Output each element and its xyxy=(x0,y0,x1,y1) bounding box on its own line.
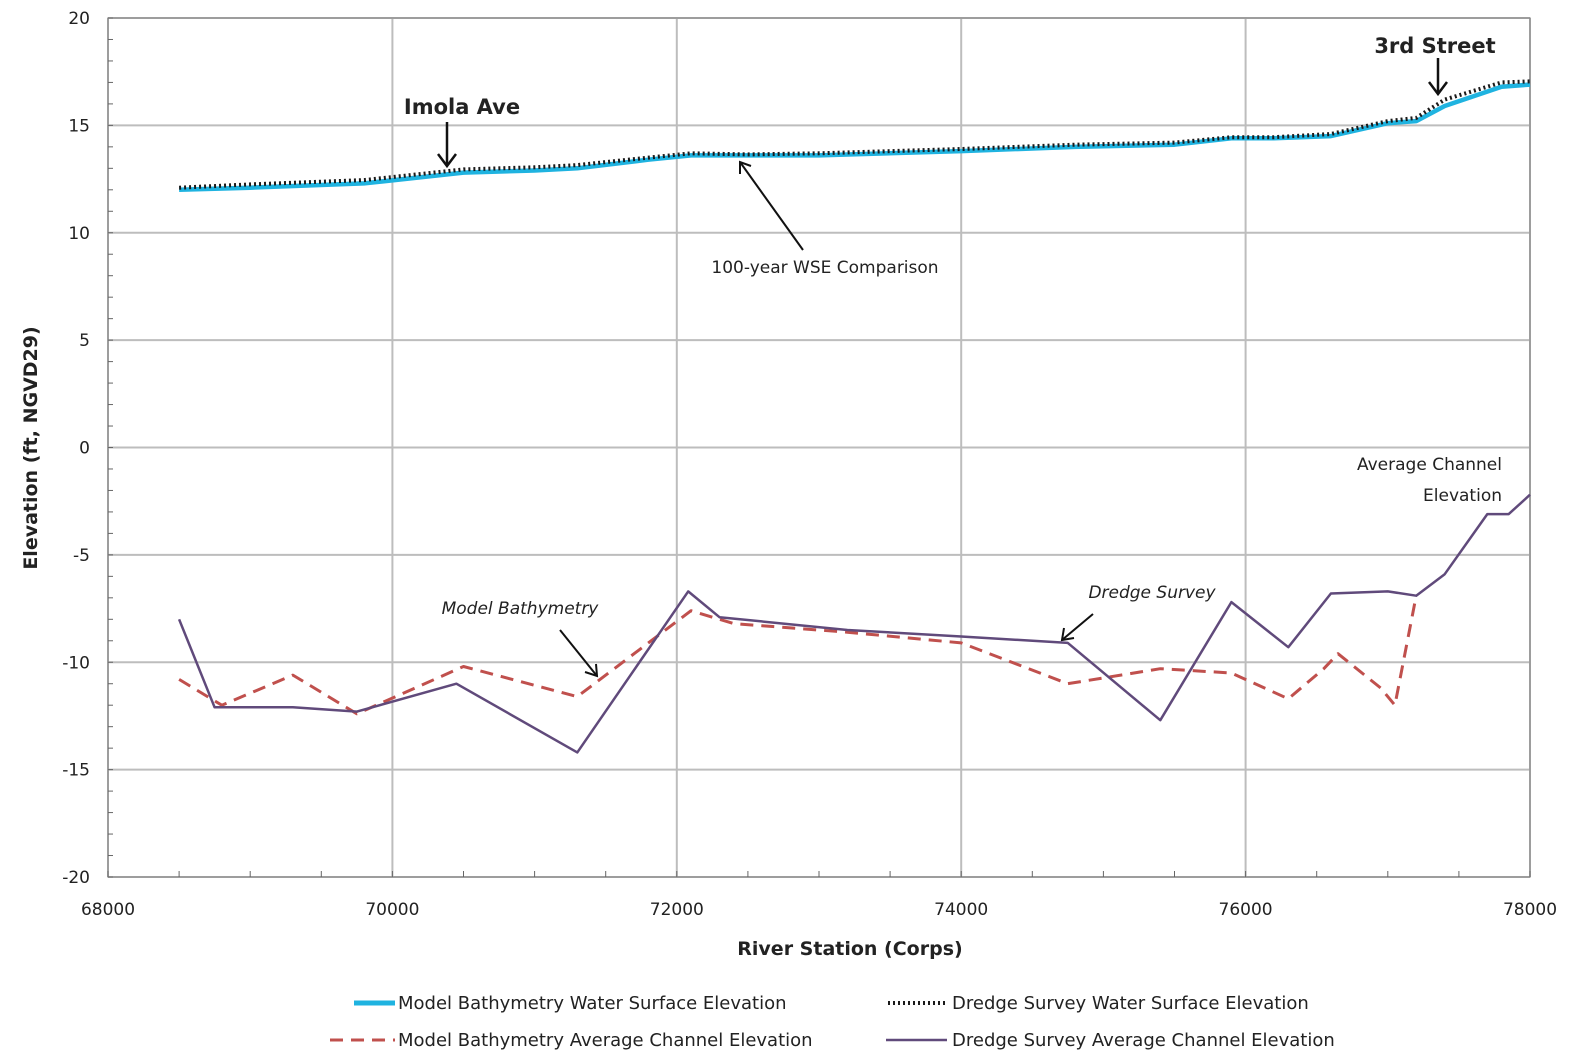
legend-item-model-ws: Model Bathymetry Water Surface Elevation xyxy=(354,993,787,1014)
y-tick-label: 20 xyxy=(68,9,90,29)
legend: Model Bathymetry Water Surface Elevation… xyxy=(330,993,1335,1051)
annotation-average-channel-line2: Elevation xyxy=(1423,486,1502,506)
y-tick-label: 10 xyxy=(68,224,90,244)
legend-label-model-ws: Model Bathymetry Water Surface Elevation xyxy=(398,993,787,1014)
y-tick-label: -5 xyxy=(73,546,90,566)
annotation-average-channel-line1: Average Channel xyxy=(1357,455,1502,475)
grid-lines xyxy=(107,17,1531,878)
x-tick-label: 74000 xyxy=(934,900,988,920)
legend-label-model-channel: Model Bathymetry Average Channel Elevati… xyxy=(398,1030,813,1051)
arrow-100-year-wse xyxy=(739,160,804,251)
annotation-model-bathymetry: Model Bathymetry xyxy=(442,599,600,619)
arrow-3rd-street xyxy=(1428,58,1448,97)
legend-item-dredge-ws: Dredge Survey Water Surface Elevation xyxy=(888,993,1309,1014)
axis-ticks: 68000 70000 72000 74000 76000 78000 -20 -15 -10 -… xyxy=(62,9,1557,920)
y-tick-label: 0 xyxy=(79,439,90,459)
series-line-1 xyxy=(179,79,1531,190)
annotation-dredge-survey: Dredge Survey xyxy=(1088,583,1216,603)
legend-label-dredge-ws: Dredge Survey Water Surface Elevation xyxy=(952,993,1309,1014)
y-tick-label: 15 xyxy=(68,116,90,136)
legend-item-model-channel: Model Bathymetry Average Channel Elevati… xyxy=(330,1030,813,1051)
y-tick-label: -15 xyxy=(62,761,90,781)
annotation-100-year-wse: 100-year WSE Comparison xyxy=(711,258,938,278)
x-tick-label: 68000 xyxy=(81,900,135,920)
annotations: 3rd Street Imola Ave 100-year WSE Compar… xyxy=(404,34,1502,678)
x-tick-label: 70000 xyxy=(365,900,419,920)
series-line-0 xyxy=(179,82,1531,193)
legend-label-dredge-channel: Dredge Survey Average Channel Elevation xyxy=(952,1030,1335,1051)
annotation-imola-ave: Imola Ave xyxy=(404,95,520,119)
x-tick-label: 72000 xyxy=(650,900,704,920)
y-tick-label: 5 xyxy=(79,331,90,351)
legend-item-dredge-channel: Dredge Survey Average Channel Elevation xyxy=(886,1030,1335,1051)
arrow-model-bathymetry xyxy=(559,629,599,678)
y-tick-label: -20 xyxy=(62,868,90,888)
y-tick-label: -10 xyxy=(62,653,90,673)
x-tick-label: 78000 xyxy=(1503,900,1557,920)
x-tick-label: 76000 xyxy=(1219,900,1273,920)
arrow-dredge-survey xyxy=(1060,613,1094,642)
series-layer xyxy=(177,79,1531,754)
annotation-3rd-street: 3rd Street xyxy=(1374,34,1495,58)
x-axis-title: River Station (Corps) xyxy=(737,938,962,960)
y-axis-title: Elevation (ft, NGVD29) xyxy=(20,326,42,569)
series-line-3 xyxy=(177,493,1531,754)
arrow-imola-ave xyxy=(437,122,457,169)
series-line-2 xyxy=(178,595,1418,716)
